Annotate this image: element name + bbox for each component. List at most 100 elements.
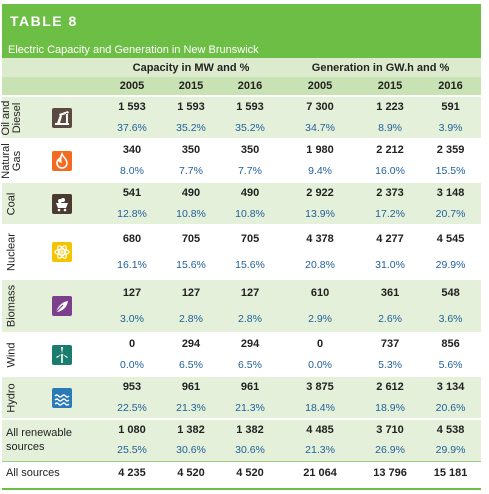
value-cell: 610 [280,278,361,306]
percent-cell: 22.5% [102,397,162,419]
percent-cell: 30.6% [220,440,281,461]
value-cell: 490 [220,181,281,203]
group-header-row: Capacity in MW and % Generation in GW.h … [2,58,482,77]
value-cell: 705 [220,224,281,252]
flame-icon [52,150,72,171]
percent-cell: 20.8% [280,252,361,279]
value-cell: 4 235 [102,460,162,485]
value-cell: 2 612 [360,375,421,397]
percent-cell: 3.0% [102,306,162,333]
table-label: TABLE 8 [10,13,78,29]
value-cell: 541 [102,181,162,203]
year-header: 2005 [280,77,361,96]
value-cell: 294 [220,332,281,354]
percent-cell: 29.9% [420,440,482,461]
year-header: 2015 [162,77,220,96]
value-cell: 3 148 [420,181,482,203]
coal-cart-icon [52,193,72,214]
value-cell: 4 520 [220,460,281,485]
percent-cell: 17.2% [360,203,421,225]
percent-cell: 21.3% [162,397,220,419]
percent-cell: 21.3% [220,397,281,419]
value-cell: 961 [220,375,281,397]
percent-cell: 37.6% [102,117,162,139]
percent-cell: 3.6% [420,306,482,333]
value-cell: 2 922 [280,181,361,203]
table-banner: TABLE 8 Electric Capacity and Generation… [2,4,481,60]
renewable-label: All renewable sources [2,418,102,461]
percent-cell: 20.6% [420,397,482,419]
value-cell: 340 [102,138,162,160]
percent-cell: 5.3% [360,354,421,376]
value-cell: 856 [420,332,482,354]
percent-cell: 29.9% [420,252,482,279]
renewable-label-line1: All renewable [6,427,73,440]
percent-cell: 21.3% [280,440,361,461]
percent-cell: 0.0% [280,354,361,376]
percent-cell: 20.7% [420,203,482,225]
value-cell: 737 [360,332,421,354]
table-row: Coal 541 490 490 2 922 2 373 3 148 [2,181,482,225]
value-cell: 7 300 [280,95,361,117]
year-header-row: 2005 2015 2016 2005 2015 2016 [2,77,482,96]
value-cell: 1 980 [280,138,361,160]
value-cell: 3 710 [360,418,421,440]
percent-cell: 13.9% [280,203,361,225]
percent-cell: 16.1% [102,252,162,279]
year-header: 2016 [420,77,482,96]
percent-cell: 3.9% [420,117,482,139]
percent-cell: 6.5% [220,354,281,376]
percent-cell: 34.7% [280,117,361,139]
source-label-text: Natural Gas [0,142,23,179]
waves-icon [52,387,72,408]
percent-cell: 15.6% [220,252,281,279]
renewable-row: All renewable sources 1 080 1 382 1 382 4 485… [2,418,482,461]
table-row-percent: 0.0% 6.5% 6.5% 0.0% 5.3% 5.6% [2,354,482,376]
total-label: All sources [2,460,102,485]
source-label: Biomass [2,278,22,333]
value-cell: 2 373 [360,181,421,203]
value-cell: 1 382 [220,418,281,440]
bottom-rule [2,488,481,490]
value-cell: 1 223 [360,95,421,117]
source-label-text: Coal [5,192,18,215]
source-label-text: Hydro [5,382,18,413]
capacity-group-header: Capacity in MW and % [102,58,281,77]
percent-cell: 2.8% [162,306,220,333]
value-cell: 548 [420,278,482,306]
value-cell: 350 [162,138,220,160]
table-row-percent: 37.6% 35.2% 35.2% 34.7% 8.9% 3.9% [2,117,482,139]
value-cell: 127 [102,278,162,306]
total-row: All sources 4 235 4 520 4 520 21 064 13 796 15… [2,460,482,485]
percent-cell: 10.8% [162,203,220,225]
value-cell: 1 593 [102,95,162,117]
percent-cell: 2.6% [360,306,421,333]
atom-icon [52,242,72,262]
value-cell: 2 212 [360,138,421,160]
table-row-percent: 8.0% 7.7% 7.7% 9.4% 16.0% 15.5% [2,160,482,182]
source-label: Hydro [2,375,22,419]
value-cell: 0 [280,332,361,354]
source-label: Natural Gas [0,138,23,182]
percent-cell: 6.5% [162,354,220,376]
value-cell: 961 [162,375,220,397]
capacity-generation-table: Capacity in MW and % Generation in GW.h … [0,58,482,485]
percent-cell: 2.8% [220,306,281,333]
value-cell: 1 593 [220,95,281,117]
value-cell: 4 520 [162,460,220,485]
table-row: Nuclear 680 705 705 4 378 4 277 4 545 [2,224,482,279]
value-cell: 4 485 [280,418,361,440]
wind-turbine-icon [52,344,72,365]
value-cell: 1 593 [162,95,220,117]
value-cell: 4 538 [420,418,482,440]
percent-cell: 18.9% [360,397,421,419]
value-cell: 490 [162,181,220,203]
value-cell: 1 382 [162,418,220,440]
percent-cell: 9.4% [280,160,361,182]
percent-cell: 15.6% [162,252,220,279]
value-cell: 4 277 [360,224,421,252]
value-cell: 0 [102,332,162,354]
value-cell: 3 875 [280,375,361,397]
percent-cell: 35.2% [220,117,281,139]
